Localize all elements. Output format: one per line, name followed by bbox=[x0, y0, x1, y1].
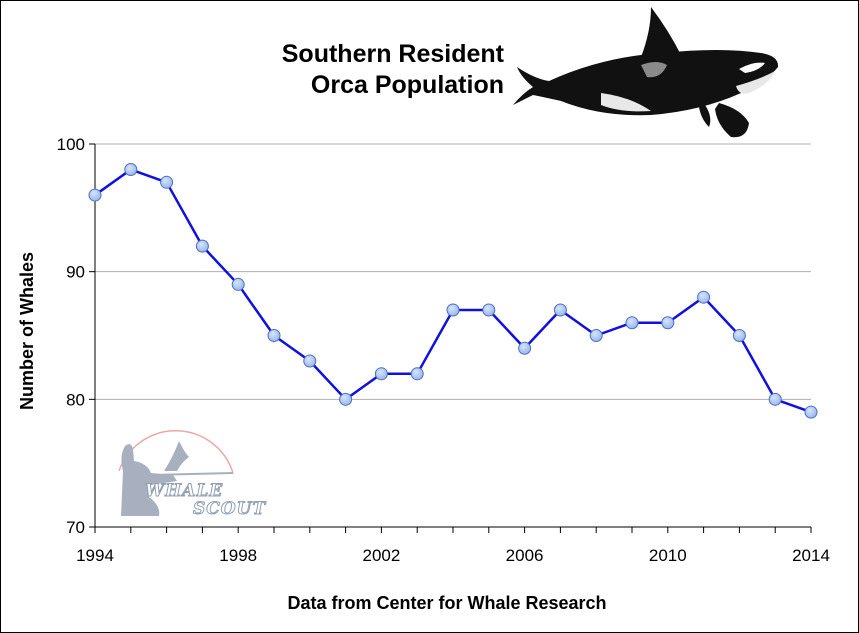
y-tick-label: 90 bbox=[66, 263, 85, 282]
data-point bbox=[518, 341, 532, 355]
y-tick-label: 70 bbox=[66, 518, 85, 537]
series bbox=[88, 163, 818, 419]
x-tick-label: 2006 bbox=[506, 546, 544, 565]
x-tick-label: 1998 bbox=[219, 546, 257, 565]
data-point bbox=[697, 290, 711, 304]
data-point bbox=[231, 277, 245, 291]
data-point bbox=[482, 303, 496, 317]
data-point bbox=[732, 329, 746, 342]
scout-figure-icon bbox=[121, 444, 177, 516]
data-point bbox=[124, 163, 138, 177]
data-point bbox=[553, 303, 567, 317]
orca-icon bbox=[513, 7, 779, 138]
whale-tail-icon bbox=[164, 441, 189, 471]
logo-word-whale: WHALE bbox=[145, 481, 223, 501]
chart-title-line-2: Orca Population bbox=[311, 71, 504, 99]
whale-scout-logo: WHALE SCOUT bbox=[118, 429, 266, 520]
data-point bbox=[589, 329, 603, 342]
data-point bbox=[339, 392, 353, 406]
x-axis-title: Data from Center for Whale Research bbox=[287, 593, 606, 613]
data-point bbox=[374, 367, 388, 381]
logo-horizon bbox=[150, 472, 234, 476]
data-point bbox=[768, 392, 782, 406]
data-point bbox=[303, 354, 317, 368]
data-point bbox=[410, 367, 424, 381]
logo-word-scout: SCOUT bbox=[193, 499, 266, 519]
data-point bbox=[88, 188, 102, 202]
y-tick-label: 100 bbox=[57, 135, 85, 154]
x-tick-label: 2002 bbox=[362, 546, 400, 565]
data-point bbox=[625, 316, 639, 330]
axes: 70 80 90 100 1994 1998 2002 2006 2010 2014 bbox=[57, 135, 830, 565]
y-axis-title: Number of Whales bbox=[17, 252, 37, 410]
data-point bbox=[267, 329, 281, 342]
chart-title-line-1: Southern Resident bbox=[282, 40, 505, 68]
data-point bbox=[195, 239, 209, 253]
gridlines bbox=[95, 143, 811, 400]
data-point bbox=[804, 405, 818, 419]
y-tick-label: 80 bbox=[66, 390, 85, 409]
x-tick-label: 1994 bbox=[76, 546, 114, 565]
data-point bbox=[446, 303, 460, 317]
x-tick-label: 2010 bbox=[649, 546, 687, 565]
data-point bbox=[160, 175, 174, 189]
x-tick-label: 2014 bbox=[792, 546, 830, 565]
data-point bbox=[661, 316, 675, 330]
